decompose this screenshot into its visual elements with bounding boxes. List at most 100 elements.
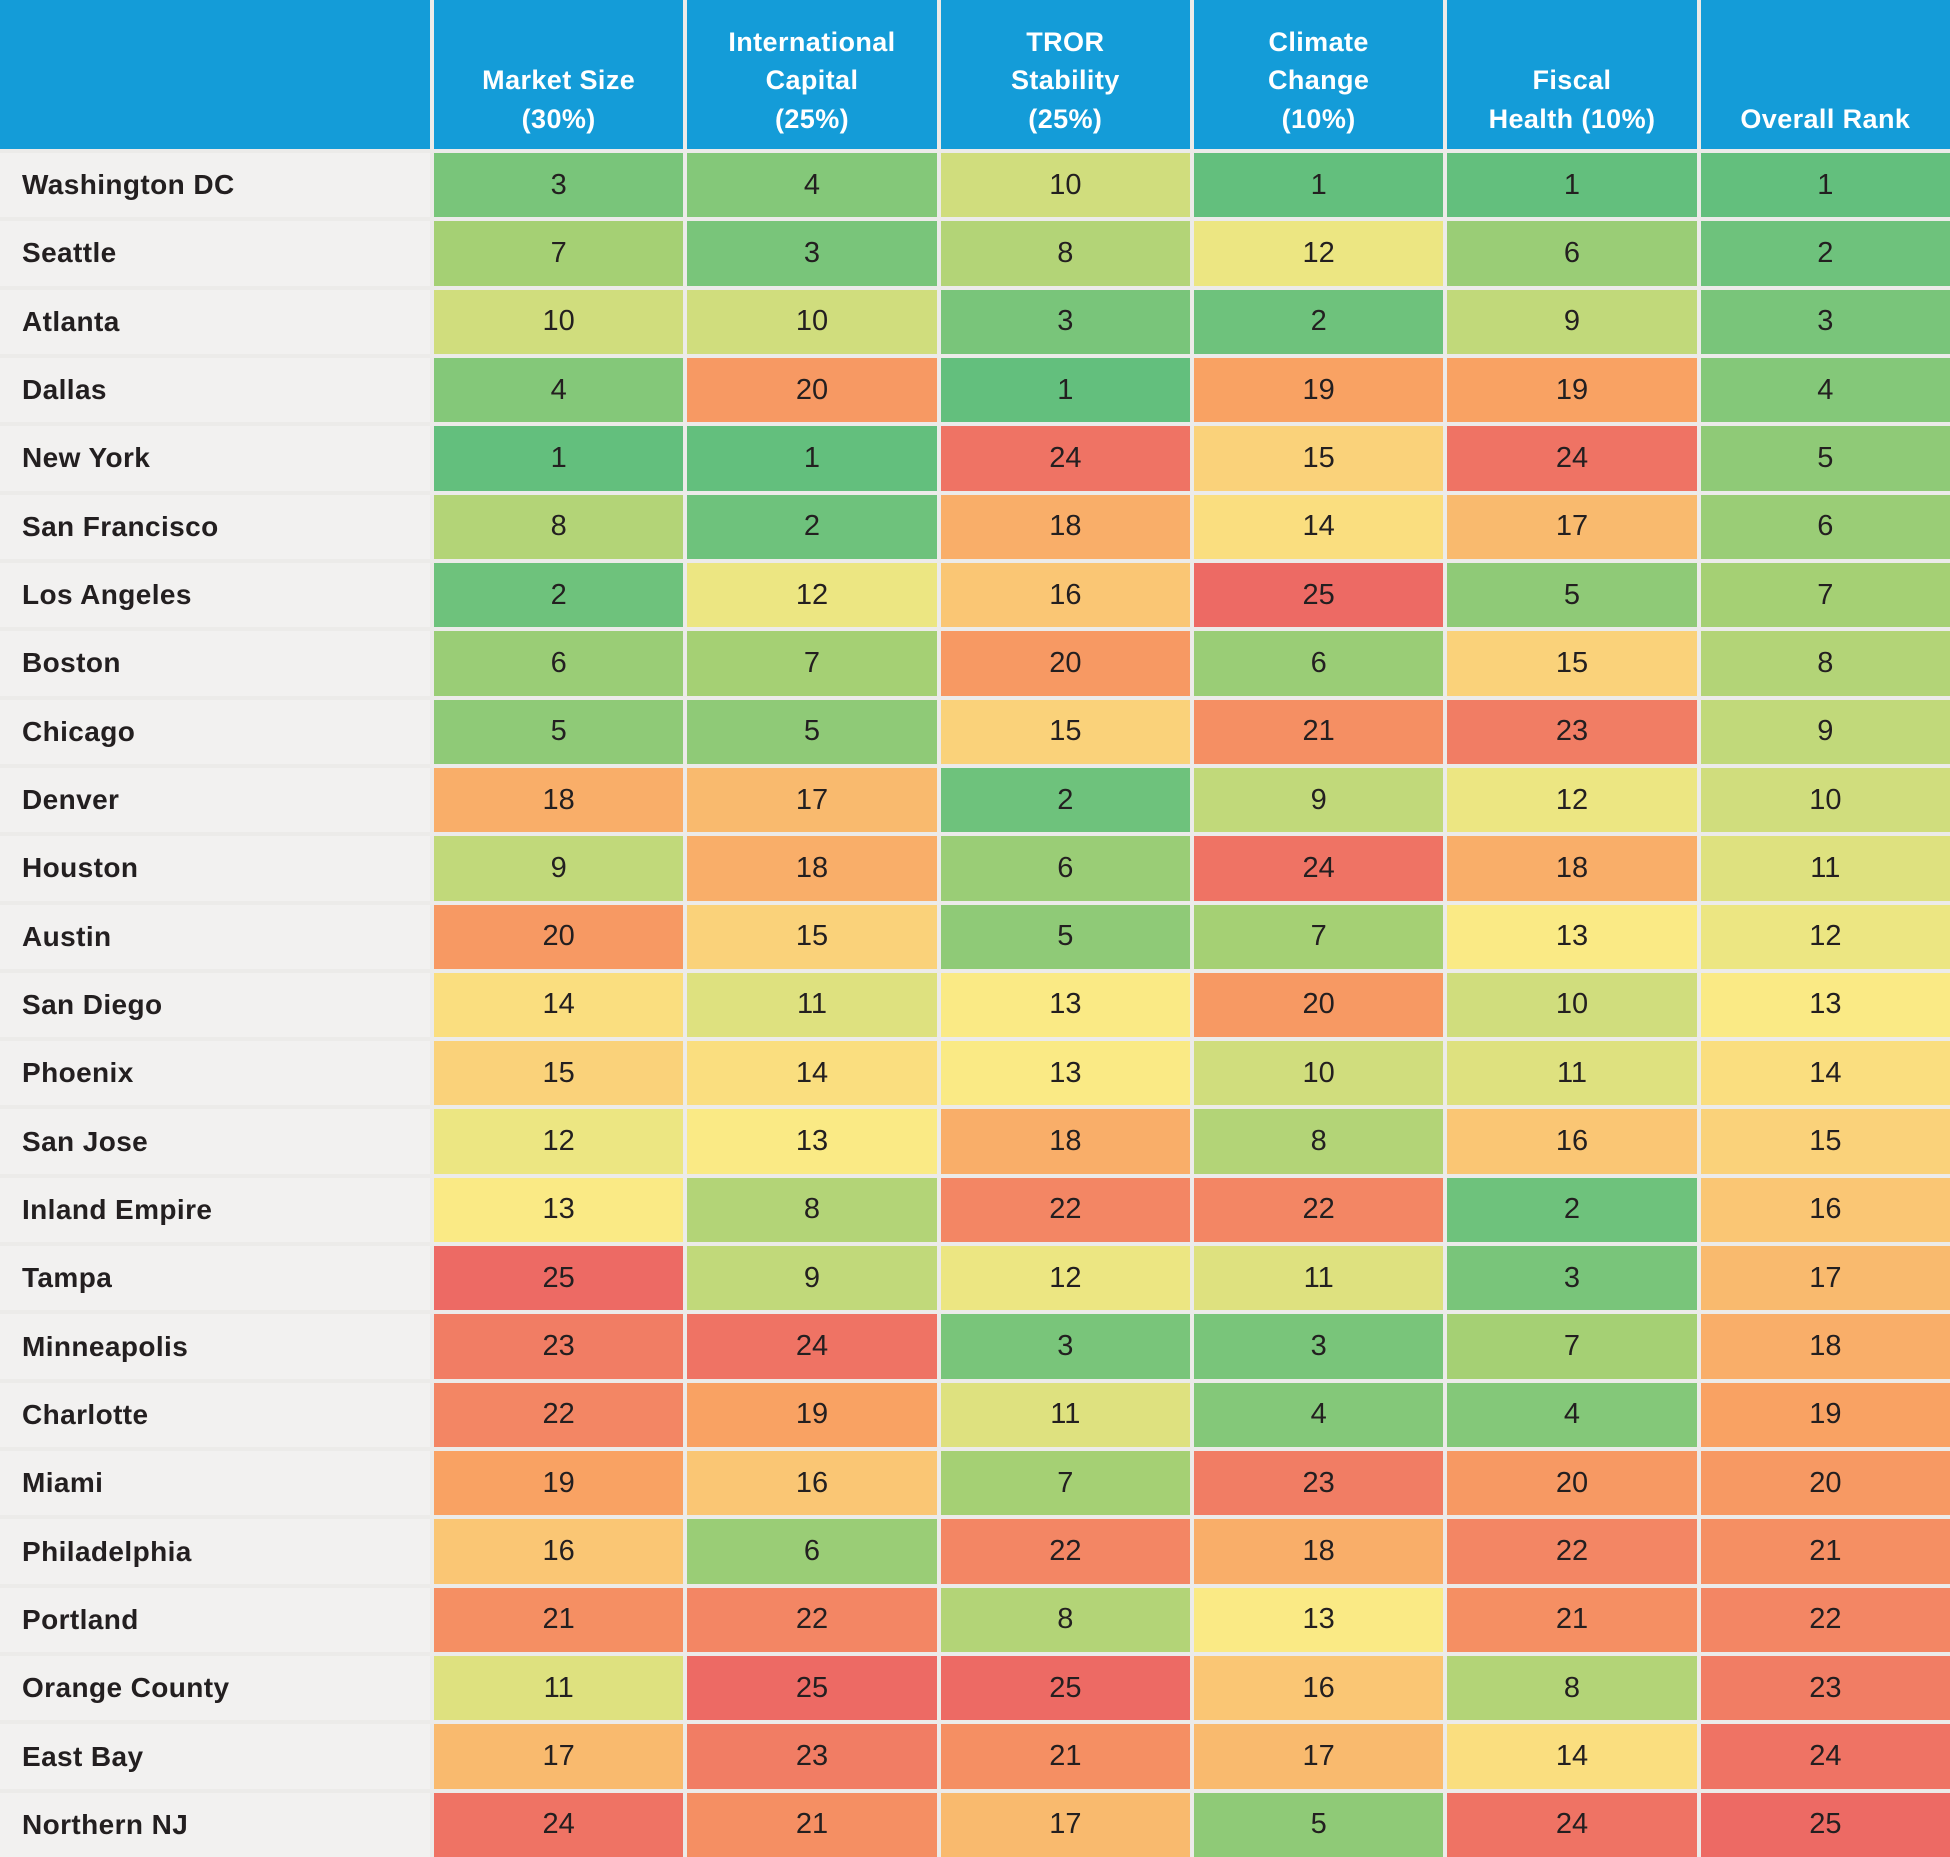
rank-cell: 25	[940, 1656, 1190, 1721]
row-label: Philadelphia	[0, 1519, 430, 1584]
rank-cell: 9	[1700, 699, 1950, 764]
row-label: Miami	[0, 1451, 430, 1516]
row-label: Los Angeles	[0, 562, 430, 628]
rank-cell: 8	[940, 221, 1190, 286]
rank-cell: 8	[1700, 631, 1950, 696]
rank-cell: 19	[1193, 357, 1444, 423]
rank-cell: 8	[434, 494, 684, 559]
rank-cell: 10	[1193, 1041, 1444, 1106]
row-label: Atlanta	[0, 289, 430, 354]
rank-cell: 16	[940, 562, 1190, 628]
rank-cell: 24	[1447, 1792, 1697, 1857]
rank-cell: 16	[1193, 1656, 1444, 1721]
rank-cell: 14	[687, 1041, 937, 1106]
rank-cell: 22	[434, 1382, 684, 1448]
rank-cell: 22	[940, 1519, 1190, 1584]
rank-cell: 1	[434, 426, 684, 491]
rank-cell: 4	[687, 153, 937, 218]
row-label: San Diego	[0, 972, 430, 1038]
row-label: East Bay	[0, 1724, 430, 1789]
rank-cell: 15	[434, 1041, 684, 1106]
rank-cell: 22	[1447, 1519, 1697, 1584]
rank-cell: 18	[687, 836, 937, 901]
rank-cell: 16	[434, 1519, 684, 1584]
rank-cell: 20	[687, 357, 937, 423]
rank-cell: 18	[434, 767, 684, 833]
rank-cell: 24	[1700, 1724, 1950, 1789]
row-label: Denver	[0, 767, 430, 833]
rank-cell: 1	[1447, 153, 1697, 218]
rank-cell: 11	[1447, 1041, 1697, 1106]
rank-cell: 7	[1193, 904, 1444, 969]
rank-cell: 21	[940, 1724, 1190, 1789]
rank-cell: 22	[687, 1587, 937, 1653]
row-label: Washington DC	[0, 153, 430, 218]
rank-cell: 11	[434, 1656, 684, 1721]
rank-cell: 5	[434, 699, 684, 764]
rank-cell: 12	[1447, 767, 1697, 833]
rank-cell: 17	[1447, 494, 1697, 559]
rank-cell: 15	[1193, 426, 1444, 491]
rank-cell: 8	[687, 1177, 937, 1243]
row-label: Dallas	[0, 357, 430, 423]
rank-cell: 24	[940, 426, 1190, 491]
row-label: New York	[0, 426, 430, 491]
rank-cell: 6	[1447, 221, 1697, 286]
rank-cell: 15	[1700, 1109, 1950, 1174]
rank-cell: 18	[1193, 1519, 1444, 1584]
column-header-tror-stability: TROR Stability (25%)	[940, 0, 1190, 149]
rank-cell: 22	[1700, 1587, 1950, 1653]
rank-cell: 6	[687, 1519, 937, 1584]
rank-cell: 9	[1447, 289, 1697, 354]
rank-cell: 20	[940, 631, 1190, 696]
rank-cell: 13	[940, 972, 1190, 1038]
rank-cell: 23	[1447, 699, 1697, 764]
rank-cell: 20	[1447, 1451, 1697, 1516]
rank-cell: 17	[940, 1792, 1190, 1857]
rank-cell: 17	[1700, 1246, 1950, 1311]
rank-cell: 25	[1193, 562, 1444, 628]
rank-cell: 10	[687, 289, 937, 354]
column-header-market-size: Market Size (30%)	[434, 0, 684, 149]
rank-cell: 6	[1193, 631, 1444, 696]
rank-cell: 11	[1193, 1246, 1444, 1311]
rank-cell: 19	[687, 1382, 937, 1448]
column-header-climate-change: Climate Change (10%)	[1193, 0, 1444, 149]
rank-cell: 8	[940, 1587, 1190, 1653]
rank-cell: 12	[687, 562, 937, 628]
rank-cell: 23	[1700, 1656, 1950, 1721]
rank-cell: 16	[1700, 1177, 1950, 1243]
rank-cell: 25	[434, 1246, 684, 1311]
rank-cell: 5	[1193, 1792, 1444, 1857]
rank-cell: 5	[1447, 562, 1697, 628]
rank-cell: 2	[687, 494, 937, 559]
rank-cell: 16	[1447, 1109, 1697, 1174]
row-label: Northern NJ	[0, 1792, 430, 1857]
rank-cell: 2	[1447, 1177, 1697, 1243]
row-label: San Jose	[0, 1109, 430, 1174]
rank-cell: 25	[1700, 1792, 1950, 1857]
rank-cell: 7	[1447, 1314, 1697, 1379]
rank-cell: 1	[687, 426, 937, 491]
rank-cell: 2	[434, 562, 684, 628]
rank-cell: 10	[1700, 767, 1950, 833]
rank-cell: 1	[940, 357, 1190, 423]
column-header-fiscal-health: Fiscal Health (10%)	[1447, 0, 1697, 149]
rank-cell: 11	[687, 972, 937, 1038]
rank-cell: 7	[687, 631, 937, 696]
rank-cell: 10	[434, 289, 684, 354]
rank-cell: 4	[1193, 1382, 1444, 1448]
rank-cell: 3	[434, 153, 684, 218]
rank-cell: 10	[940, 153, 1190, 218]
row-label: Charlotte	[0, 1382, 430, 1448]
rank-cell: 23	[434, 1314, 684, 1379]
rank-cell: 6	[940, 836, 1190, 901]
rank-cell: 3	[940, 289, 1190, 354]
rank-cell: 13	[1447, 904, 1697, 969]
rank-cell: 16	[687, 1451, 937, 1516]
rank-cell: 14	[1700, 1041, 1950, 1106]
rank-cell: 18	[940, 1109, 1190, 1174]
rank-cell: 7	[1700, 562, 1950, 628]
row-label: Inland Empire	[0, 1177, 430, 1243]
rank-cell: 22	[940, 1177, 1190, 1243]
